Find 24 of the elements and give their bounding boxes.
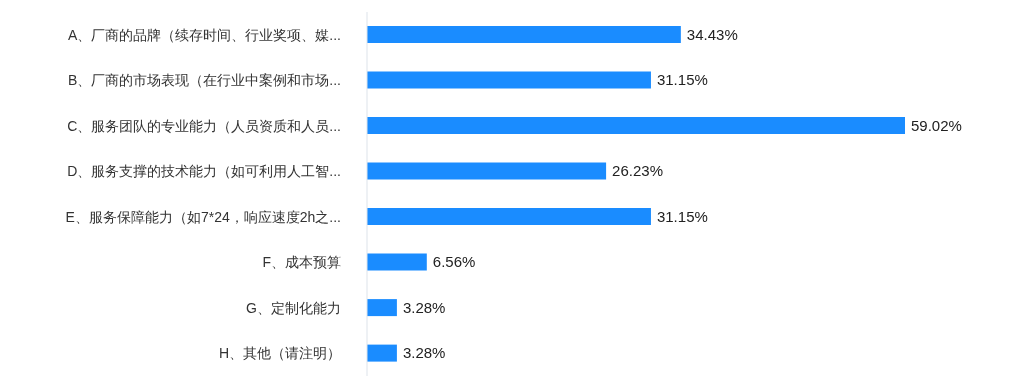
bar bbox=[367, 162, 607, 180]
data-label: 3.28% bbox=[402, 298, 446, 316]
y-tick-label: A、厂商的品牌（续存时间、行业奖项、媒... bbox=[67, 26, 341, 43]
y-tick-label: H、其他（请注明） bbox=[218, 345, 341, 362]
bar bbox=[367, 26, 681, 44]
y-tick-label: D、服务支撑的技术能力（如可利用人工智... bbox=[67, 163, 341, 180]
data-label: 31.15% bbox=[656, 207, 708, 225]
y-tick-label: G、定制化能力 bbox=[246, 299, 341, 316]
y-tick-label: F、成本预算 bbox=[262, 254, 341, 271]
data-label: 3.28% bbox=[402, 344, 446, 362]
y-tick-label: E、服务保障能力（如7*24，响应速度2h之... bbox=[65, 208, 341, 225]
bar bbox=[367, 344, 397, 362]
y-tick-label: C、服务团队的专业能力（人员资质和人员... bbox=[67, 117, 341, 134]
data-label: 6.56% bbox=[432, 253, 476, 271]
data-label: 34.43% bbox=[686, 25, 738, 43]
bar bbox=[367, 71, 651, 89]
bar bbox=[367, 299, 397, 317]
data-label: 31.15% bbox=[656, 71, 708, 89]
data-label: 59.02% bbox=[911, 116, 962, 134]
data-label: 26.23% bbox=[612, 162, 663, 180]
bar bbox=[367, 208, 651, 226]
bar bbox=[367, 117, 905, 135]
bar bbox=[367, 253, 427, 271]
y-tick-label: B、厂商的市场表现（在行业中案例和市场... bbox=[67, 72, 341, 89]
